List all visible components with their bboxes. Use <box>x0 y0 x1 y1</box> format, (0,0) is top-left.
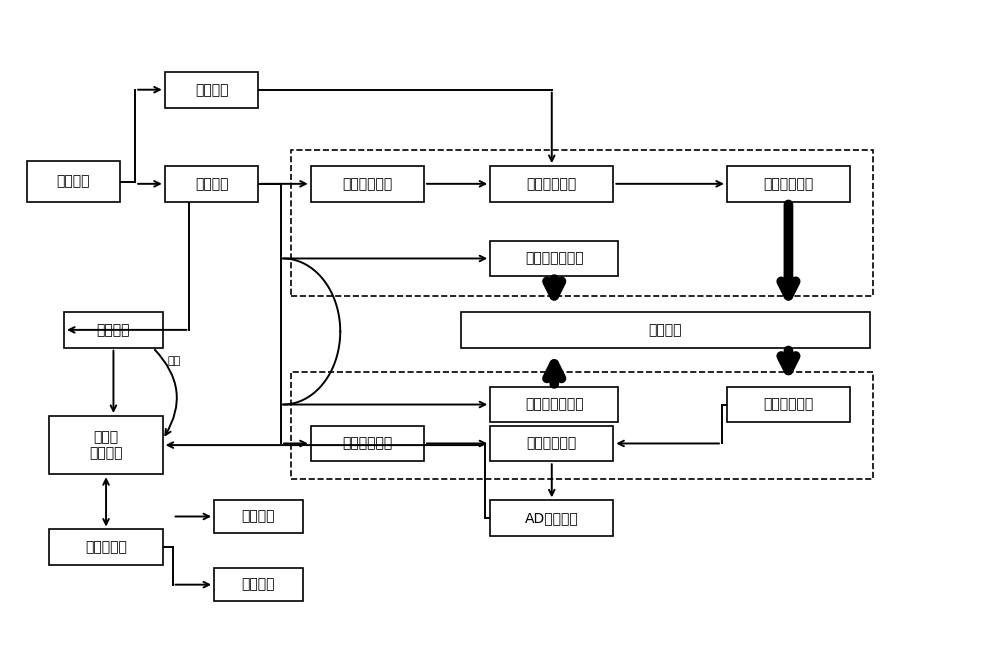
FancyBboxPatch shape <box>490 501 613 536</box>
FancyBboxPatch shape <box>727 166 850 202</box>
Text: 伺服控制器: 伺服控制器 <box>85 540 127 554</box>
Text: 被测试件: 被测试件 <box>648 323 682 337</box>
FancyBboxPatch shape <box>490 166 613 202</box>
Text: 探头气隙: 探头气隙 <box>97 323 130 337</box>
Text: 稳压模块: 稳压模块 <box>195 177 228 191</box>
FancyBboxPatch shape <box>311 166 424 202</box>
FancyBboxPatch shape <box>214 568 303 601</box>
Text: 开关电源: 开关电源 <box>57 174 90 188</box>
FancyBboxPatch shape <box>214 501 303 533</box>
Text: 脉冲模块: 脉冲模块 <box>195 83 228 97</box>
FancyBboxPatch shape <box>64 312 163 347</box>
FancyBboxPatch shape <box>490 426 613 461</box>
Text: 激光位移传感器: 激光位移传感器 <box>525 251 584 265</box>
FancyBboxPatch shape <box>49 530 163 565</box>
Text: 伺服滑台: 伺服滑台 <box>242 509 275 524</box>
FancyBboxPatch shape <box>165 166 258 202</box>
Text: 励磁铁芯线圈: 励磁铁芯线圈 <box>763 177 814 191</box>
Text: 伺服转台: 伺服转台 <box>242 577 275 591</box>
FancyBboxPatch shape <box>461 312 870 347</box>
Text: 励磁供电电路: 励磁供电电路 <box>342 177 392 191</box>
FancyBboxPatch shape <box>311 426 424 461</box>
Text: 滤波放大电路: 滤波放大电路 <box>527 436 577 450</box>
Text: 检测供电电路: 检测供电电路 <box>342 436 392 450</box>
Text: AD转换模块: AD转换模块 <box>525 511 579 525</box>
FancyBboxPatch shape <box>165 72 258 107</box>
Text: 感应铁芯线圈: 感应铁芯线圈 <box>763 398 814 412</box>
Text: 激光位移传感器: 激光位移传感器 <box>525 398 584 412</box>
Text: 计算机
控制软件: 计算机 控制软件 <box>89 430 123 460</box>
FancyBboxPatch shape <box>490 241 618 276</box>
Text: 串联谐振电路: 串联谐振电路 <box>527 177 577 191</box>
FancyBboxPatch shape <box>49 416 163 474</box>
FancyBboxPatch shape <box>727 387 850 422</box>
FancyBboxPatch shape <box>27 161 120 202</box>
Text: 补偿: 补偿 <box>168 356 181 366</box>
FancyBboxPatch shape <box>490 387 618 422</box>
